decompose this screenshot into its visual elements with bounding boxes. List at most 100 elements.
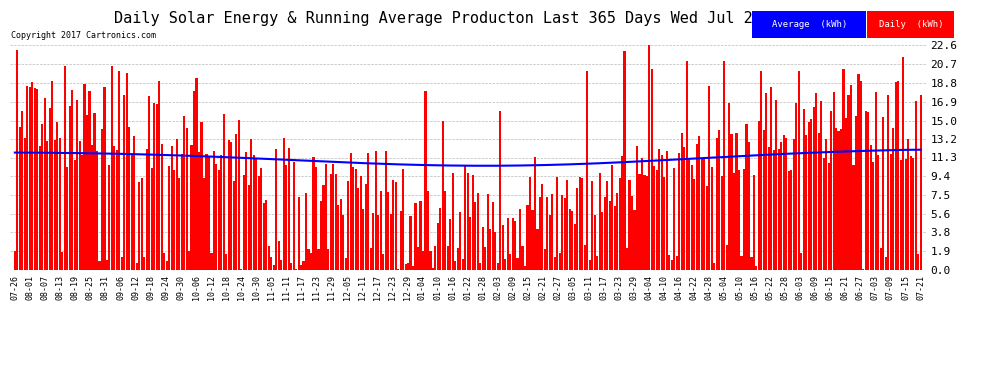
Bar bbox=[101, 129, 103, 270]
Bar bbox=[497, 262, 499, 270]
Bar bbox=[195, 78, 198, 270]
Bar bbox=[369, 248, 372, 270]
Bar bbox=[345, 258, 346, 270]
Bar bbox=[53, 140, 55, 270]
Bar bbox=[698, 136, 700, 270]
Bar bbox=[51, 81, 53, 270]
Bar bbox=[290, 262, 292, 270]
Bar bbox=[800, 253, 802, 270]
Bar bbox=[126, 73, 128, 270]
Bar bbox=[755, 266, 757, 270]
Bar bbox=[626, 248, 628, 270]
Bar bbox=[24, 138, 26, 270]
Bar bbox=[624, 51, 626, 270]
Bar bbox=[833, 92, 835, 270]
Bar bbox=[330, 174, 332, 270]
Bar bbox=[589, 260, 591, 270]
Bar bbox=[840, 129, 842, 270]
Bar bbox=[203, 178, 205, 270]
Bar bbox=[867, 112, 869, 270]
Bar bbox=[139, 182, 141, 270]
Bar bbox=[579, 177, 581, 270]
Bar bbox=[206, 154, 208, 270]
Bar bbox=[865, 111, 867, 270]
Bar bbox=[716, 138, 718, 270]
Bar bbox=[678, 153, 680, 270]
Bar bbox=[527, 206, 529, 270]
Bar bbox=[111, 66, 113, 270]
Bar bbox=[310, 253, 312, 270]
Bar bbox=[741, 256, 742, 270]
Bar bbox=[532, 210, 534, 270]
Bar bbox=[828, 163, 830, 270]
Bar bbox=[571, 211, 573, 270]
Bar bbox=[131, 154, 133, 270]
Bar bbox=[395, 182, 397, 270]
Bar bbox=[34, 88, 36, 270]
Bar bbox=[803, 109, 805, 270]
Bar bbox=[47, 141, 49, 270]
Bar bbox=[611, 165, 613, 270]
Bar bbox=[471, 176, 474, 270]
Bar bbox=[333, 164, 335, 270]
Bar bbox=[170, 146, 172, 270]
Bar bbox=[870, 146, 872, 270]
Bar bbox=[499, 111, 501, 270]
Bar bbox=[466, 173, 469, 270]
Bar bbox=[44, 98, 46, 270]
Bar bbox=[390, 214, 392, 270]
Text: Copyright 2017 Cartronics.com: Copyright 2017 Cartronics.com bbox=[11, 32, 155, 40]
Bar bbox=[763, 130, 765, 270]
Bar bbox=[544, 249, 545, 270]
Bar bbox=[648, 41, 650, 270]
Bar bbox=[584, 245, 586, 270]
Bar bbox=[770, 87, 772, 270]
Bar bbox=[847, 95, 849, 270]
Bar bbox=[285, 165, 287, 270]
Bar bbox=[257, 176, 259, 270]
Bar bbox=[39, 147, 41, 270]
Bar bbox=[897, 81, 899, 270]
Bar bbox=[305, 192, 307, 270]
Bar bbox=[655, 170, 658, 270]
Bar bbox=[882, 117, 884, 270]
Bar bbox=[844, 117, 847, 270]
Bar bbox=[609, 201, 611, 270]
Bar bbox=[216, 164, 218, 270]
Bar bbox=[226, 254, 228, 270]
Bar bbox=[178, 177, 180, 270]
Bar bbox=[280, 260, 282, 270]
Bar bbox=[890, 154, 892, 270]
Bar bbox=[248, 185, 249, 270]
Bar bbox=[805, 135, 807, 270]
Bar bbox=[402, 169, 404, 270]
Bar bbox=[108, 165, 111, 270]
Bar bbox=[489, 229, 491, 270]
Bar bbox=[576, 188, 578, 270]
Bar bbox=[420, 201, 422, 270]
Bar bbox=[522, 246, 524, 270]
Bar bbox=[392, 180, 394, 270]
Bar bbox=[693, 179, 695, 270]
Bar bbox=[668, 255, 670, 270]
Bar bbox=[173, 170, 175, 270]
Bar bbox=[86, 115, 88, 270]
Bar bbox=[852, 165, 854, 270]
Bar bbox=[412, 266, 414, 270]
Bar bbox=[21, 111, 24, 270]
Bar bbox=[250, 139, 252, 270]
Bar bbox=[136, 263, 138, 270]
Bar bbox=[387, 192, 389, 270]
Bar bbox=[713, 263, 715, 270]
Bar bbox=[877, 155, 879, 270]
Bar bbox=[783, 135, 785, 270]
Bar bbox=[362, 209, 364, 270]
Bar bbox=[539, 197, 541, 270]
Bar bbox=[124, 94, 126, 270]
Bar bbox=[594, 215, 596, 270]
Bar bbox=[384, 151, 387, 270]
Bar bbox=[823, 159, 825, 270]
Bar bbox=[639, 174, 641, 270]
Bar bbox=[364, 184, 367, 270]
Bar bbox=[357, 188, 359, 270]
